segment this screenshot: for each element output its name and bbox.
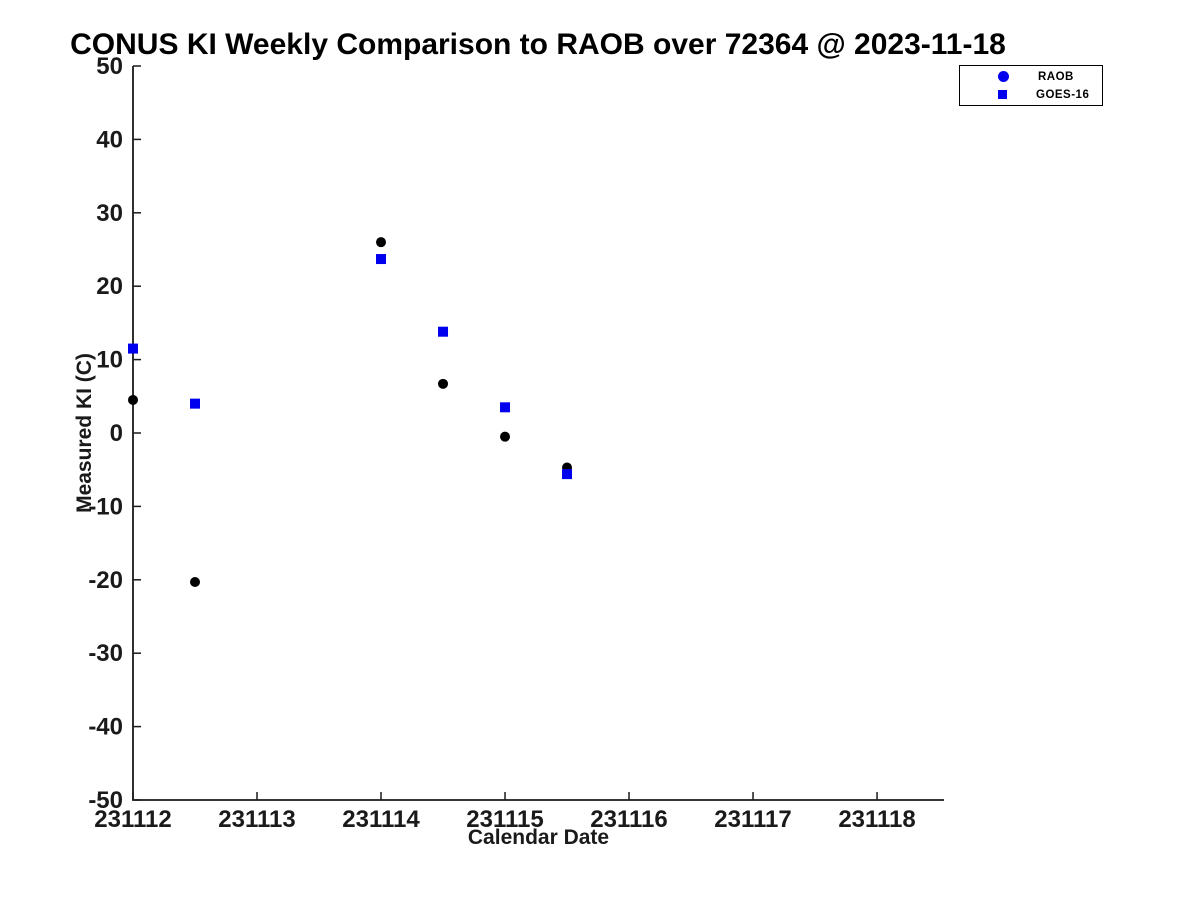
- legend-label-goes16: GOES-16: [1036, 88, 1090, 101]
- goes16-legend-marker-icon: [998, 90, 1007, 99]
- y-tick-label: -50: [88, 787, 123, 814]
- y-tick-label: 50: [96, 53, 123, 80]
- goes16-point: [190, 398, 201, 409]
- raob-point: [128, 394, 138, 405]
- goes16-point: [438, 326, 449, 337]
- x-axis-label: Calendar Date: [467, 826, 610, 849]
- y-axis-label: Measured KI (C): [73, 353, 96, 513]
- x-tick-label: 231112: [94, 806, 171, 833]
- goes16-point: [128, 343, 138, 354]
- x-tick-label: 231114: [342, 806, 420, 833]
- x-tick-label: 231117: [714, 806, 791, 833]
- x-tick-label: 231115: [466, 806, 543, 833]
- legend-label-raob: RAOB: [1038, 70, 1074, 83]
- y-tick-label: -40: [88, 714, 123, 741]
- y-tick-label: -10: [88, 493, 123, 520]
- y-tick-label: -30: [88, 640, 123, 667]
- y-tick-label: 0: [110, 420, 123, 447]
- chart-title: CONUS KI Weekly Comparison to RAOB over …: [70, 28, 1006, 61]
- x-tick-label: 231113: [218, 806, 295, 833]
- y-tick-label: 20: [96, 273, 123, 300]
- y-tick-label: 40: [96, 126, 123, 153]
- x-tick-label: 231116: [590, 806, 667, 833]
- x-tick-label: 231118: [838, 806, 915, 833]
- legend-item-goes16: GOES-16: [960, 87, 1102, 102]
- goes16-point: [562, 469, 573, 480]
- raob-point: [500, 431, 511, 442]
- legend: RAOB GOES-16: [959, 65, 1103, 106]
- axis-spines: [132, 66, 944, 801]
- raob-point: [376, 237, 387, 248]
- raob-legend-marker-icon: [998, 71, 1009, 82]
- legend-item-raob: RAOB: [960, 69, 1102, 84]
- y-tick-label: 30: [96, 200, 123, 227]
- y-tick-label: 10: [96, 347, 123, 374]
- goes16-point: [500, 402, 511, 413]
- y-tick-label: -20: [88, 567, 123, 594]
- raob-point: [190, 577, 201, 588]
- raob-point: [438, 378, 449, 389]
- goes16-point: [376, 254, 387, 265]
